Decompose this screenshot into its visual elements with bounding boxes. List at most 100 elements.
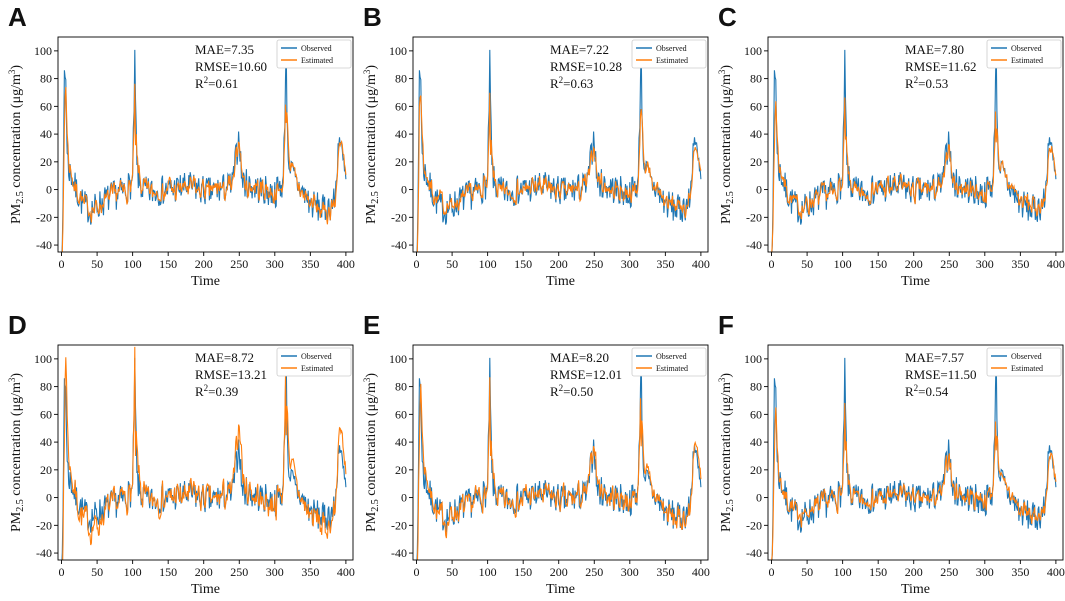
plot-frame xyxy=(57,36,354,253)
x-tick-label: 200 xyxy=(550,565,568,579)
metric-r2-rest: =0.61 xyxy=(208,76,238,91)
x-axis-label: Time xyxy=(191,582,220,597)
metric-rmse: RMSE=13.21 xyxy=(195,367,267,382)
metric-r2-rest: =0.53 xyxy=(918,76,948,91)
legend-label-observed: Observed xyxy=(1011,44,1042,53)
y-tick-label: 60 xyxy=(395,99,407,113)
y-tick-label: 80 xyxy=(40,72,52,86)
legend-box xyxy=(631,347,707,377)
metric-r2-rest: =0.54 xyxy=(918,384,949,399)
x-axis-label: Time xyxy=(546,582,575,597)
plot-frame xyxy=(412,344,709,561)
x-axis-label: Time xyxy=(546,274,575,289)
chart-panel-b: B 0 50 100 150 200 250 300 350 400 -40 -20 0 20 40 60 80… xyxy=(362,2,710,289)
metric-r2-sup: 2 xyxy=(204,383,209,393)
x-tick-label: 400 xyxy=(692,565,710,579)
y-tick-label: 40 xyxy=(750,435,762,449)
metric-r2-sup: 2 xyxy=(914,383,919,393)
y-tick-label: 0 xyxy=(756,491,762,505)
x-tick-label: 400 xyxy=(1047,565,1065,579)
x-tick-label: 100 xyxy=(834,257,852,271)
panel-letter: F xyxy=(718,310,734,340)
y-tick-label: 20 xyxy=(395,155,407,169)
legend-label-estimated: Estimated xyxy=(301,364,333,373)
y-tick-label: 20 xyxy=(750,463,762,477)
plot-frame xyxy=(412,36,709,253)
x-tick-label: 0 xyxy=(59,565,65,579)
metric-r2: R2=0.39 xyxy=(195,383,238,399)
y-tick-label: 60 xyxy=(40,407,52,421)
panel-letter: B xyxy=(363,2,382,32)
y-tick-label: 100 xyxy=(389,352,407,366)
panel-letter: E xyxy=(363,310,380,340)
legend-label-estimated: Estimated xyxy=(1011,364,1043,373)
y-tick-label: 20 xyxy=(750,155,762,169)
y-tick-label: -20 xyxy=(746,518,762,532)
y-tick-label: -20 xyxy=(746,210,762,224)
x-tick-label: 0 xyxy=(59,257,65,271)
plot-frame xyxy=(57,344,354,561)
x-tick-label: 300 xyxy=(266,565,284,579)
panel-letter: C xyxy=(718,2,737,32)
x-tick-label: 50 xyxy=(801,565,813,579)
y-axis-label-part: 2.5 xyxy=(725,191,736,204)
y-axis-label-part: concentration (μg/m xyxy=(364,382,379,499)
y-tick-label: 100 xyxy=(34,352,52,366)
metric-rmse: RMSE=11.50 xyxy=(905,367,977,382)
x-tick-label: 350 xyxy=(656,257,674,271)
x-tick-label: 300 xyxy=(621,565,639,579)
x-tick-label: 50 xyxy=(446,565,458,579)
x-tick-label: 50 xyxy=(801,257,813,271)
x-tick-label: 250 xyxy=(230,257,248,271)
y-tick-label: 60 xyxy=(750,407,762,421)
x-tick-label: 350 xyxy=(1011,565,1029,579)
panel-letter: D xyxy=(8,310,27,340)
metric-rmse: RMSE=11.62 xyxy=(905,59,977,74)
legend-label-observed: Observed xyxy=(301,44,332,53)
y-axis-label-part: PM xyxy=(719,511,734,532)
x-axis-label: Time xyxy=(901,582,930,597)
y-tick-label: 60 xyxy=(40,99,52,113)
estimated-line xyxy=(62,346,347,560)
y-axis-label-part: ) xyxy=(9,65,24,70)
y-tick-label: 40 xyxy=(750,127,762,141)
metric-r2-main: R xyxy=(550,76,559,91)
legend-label-observed: Observed xyxy=(656,44,687,53)
y-axis-label-part: 3 xyxy=(362,69,372,74)
y-tick-label: -20 xyxy=(36,518,52,532)
legend-box xyxy=(986,347,1062,377)
y-tick-label: 100 xyxy=(34,44,52,58)
x-tick-label: 200 xyxy=(195,257,213,271)
estimated-line xyxy=(771,402,1057,560)
metric-r2-rest: =0.39 xyxy=(208,384,238,399)
metric-mae: MAE=7.22 xyxy=(550,42,609,57)
metric-mae: MAE=7.80 xyxy=(905,42,964,57)
chart-panel-f: F 0 50 100 150 200 250 300 350 400 -40 -20 0 20 40 60 80… xyxy=(717,310,1065,597)
x-tick-label: 400 xyxy=(1047,257,1065,271)
y-tick-label: -40 xyxy=(746,238,762,252)
plot-frame xyxy=(767,344,1064,561)
y-tick-label: -40 xyxy=(36,238,52,252)
y-axis-label: PM2.5 concentration (μg/m3) xyxy=(362,373,381,532)
legend-label-estimated: Estimated xyxy=(656,56,688,65)
metric-r2-rest: =0.50 xyxy=(563,384,593,399)
metric-mae: MAE=8.72 xyxy=(195,350,254,365)
x-tick-label: 250 xyxy=(940,257,958,271)
x-tick-label: 300 xyxy=(266,257,284,271)
legend-box xyxy=(276,347,352,377)
x-tick-label: 0 xyxy=(414,565,420,579)
y-tick-label: 60 xyxy=(750,99,762,113)
x-tick-label: 400 xyxy=(692,257,710,271)
y-axis-label-part: 3 xyxy=(362,377,372,382)
y-axis-label-part: 2.5 xyxy=(370,191,381,204)
x-tick-label: 200 xyxy=(905,257,923,271)
y-axis-label-part: 2.5 xyxy=(15,191,26,204)
y-axis-label-part: 3 xyxy=(7,377,17,382)
metric-r2-main: R xyxy=(550,384,559,399)
x-tick-label: 300 xyxy=(621,257,639,271)
x-tick-label: 300 xyxy=(976,257,994,271)
estimated-line xyxy=(416,92,702,252)
y-axis-label-part: ) xyxy=(719,373,734,378)
metric-r2-sup: 2 xyxy=(204,75,209,85)
